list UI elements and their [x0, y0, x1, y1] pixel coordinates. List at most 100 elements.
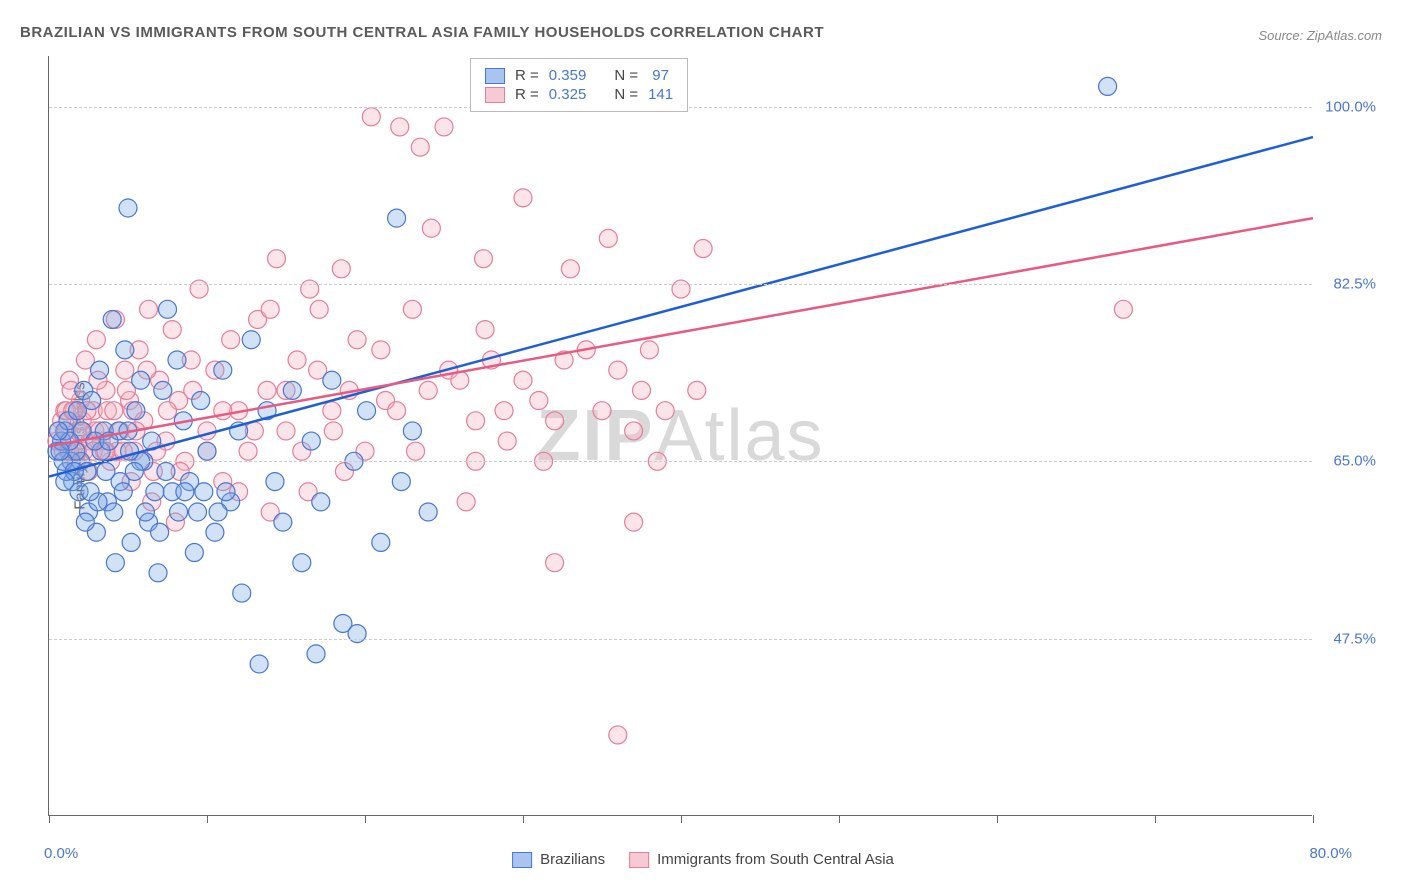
legend-series: Brazilians Immigrants from South Central… — [512, 851, 894, 868]
scatter-point — [457, 493, 475, 511]
scatter-point — [217, 483, 235, 501]
scatter-point — [268, 250, 286, 268]
scatter-point — [372, 341, 390, 359]
scatter-point — [633, 381, 651, 399]
scatter-point — [293, 554, 311, 572]
scatter-point — [498, 432, 516, 450]
scatter-point — [163, 321, 181, 339]
scatter-point — [159, 300, 177, 318]
scatter-point — [694, 240, 712, 258]
scatter-point — [159, 402, 177, 420]
scatter-point — [403, 422, 421, 440]
scatter-point — [301, 280, 319, 298]
scatter-point — [49, 422, 67, 440]
scatter-point — [125, 462, 143, 480]
scatter-point — [323, 371, 341, 389]
scatter-point — [609, 726, 627, 744]
scatter-point — [222, 331, 240, 349]
scatter-point — [146, 483, 164, 501]
scatter-point — [176, 483, 194, 501]
legend-row: R = 0.359 N = 97 — [485, 67, 673, 84]
gridline — [49, 284, 1312, 285]
scatter-point — [609, 361, 627, 379]
scatter-point — [106, 554, 124, 572]
x-tick — [1155, 815, 1156, 823]
x-tick — [365, 815, 366, 823]
legend-row: R = 0.325 N = 141 — [485, 86, 673, 103]
x-tick — [839, 815, 840, 823]
scatter-point — [546, 412, 564, 430]
scatter-point — [242, 331, 260, 349]
x-tick — [1313, 815, 1314, 823]
scatter-point — [599, 229, 617, 247]
scatter-point — [391, 118, 409, 136]
scatter-point — [372, 533, 390, 551]
gridline — [49, 639, 1312, 640]
x-tick-min: 0.0% — [44, 845, 78, 862]
scatter-point — [302, 432, 320, 450]
scatter-point — [688, 381, 706, 399]
scatter-point — [250, 655, 268, 673]
scatter-point — [136, 503, 154, 521]
scatter-point — [198, 422, 216, 440]
scatter-point — [640, 341, 658, 359]
scatter-point — [332, 260, 350, 278]
legend-n-label: N = — [614, 86, 638, 103]
scatter-point — [119, 199, 137, 217]
scatter-point — [288, 351, 306, 369]
scatter-point — [310, 300, 328, 318]
scatter-point — [530, 392, 548, 410]
legend-r-value: 0.325 — [549, 86, 587, 103]
legend-r-value: 0.359 — [549, 67, 587, 84]
scatter-point — [323, 402, 341, 420]
scatter-point — [81, 483, 99, 501]
scatter-point — [56, 473, 74, 491]
scatter-point — [76, 513, 94, 531]
scatter-point — [419, 503, 437, 521]
gridline — [49, 461, 1312, 462]
legend-swatch — [485, 87, 505, 103]
scatter-point — [388, 209, 406, 227]
x-tick-max: 80.0% — [1309, 845, 1352, 862]
scatter-point — [348, 625, 366, 643]
scatter-point — [132, 371, 150, 389]
scatter-point — [91, 361, 109, 379]
scatter-point — [514, 189, 532, 207]
scatter-point — [411, 138, 429, 156]
scatter-point — [103, 310, 121, 328]
scatter-point — [233, 584, 251, 602]
scatter-point — [157, 462, 175, 480]
scatter-point — [392, 473, 410, 491]
scatter-point — [672, 280, 690, 298]
scatter-point — [116, 361, 134, 379]
scatter-point — [198, 442, 216, 460]
legend-item: Brazilians — [512, 851, 605, 868]
scatter-point — [151, 523, 169, 541]
scatter-point — [435, 118, 453, 136]
y-tick-label: 100.0% — [1325, 98, 1376, 115]
scatter-point — [274, 513, 292, 531]
scatter-point — [105, 503, 123, 521]
x-tick — [49, 815, 50, 823]
y-tick-label: 65.0% — [1333, 453, 1376, 470]
scatter-point — [1114, 300, 1132, 318]
legend-swatch — [485, 68, 505, 84]
trend-line — [49, 218, 1313, 446]
legend-label: Brazilians — [540, 851, 605, 868]
scatter-point — [170, 503, 188, 521]
scatter-point — [546, 554, 564, 572]
scatter-point — [87, 331, 105, 349]
scatter-point — [283, 381, 301, 399]
scatter-point — [214, 361, 232, 379]
scatter-point — [422, 219, 440, 237]
scatter-point — [185, 544, 203, 562]
scatter-point — [593, 402, 611, 420]
scatter-point — [140, 300, 158, 318]
y-tick-label: 82.5% — [1333, 276, 1376, 293]
scatter-point — [239, 442, 257, 460]
scatter-point — [403, 300, 421, 318]
scatter-point — [195, 483, 213, 501]
scatter-point — [312, 493, 330, 511]
scatter-point — [154, 381, 172, 399]
scatter-point — [307, 645, 325, 663]
